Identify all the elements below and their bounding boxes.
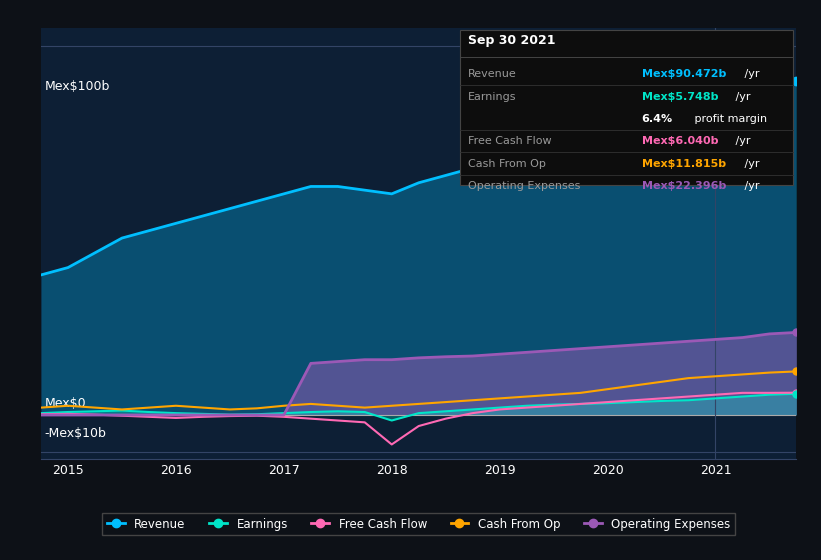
Text: /yr: /yr [741,69,759,79]
Text: Earnings: Earnings [468,92,516,101]
Text: profit margin: profit margin [690,114,767,124]
FancyBboxPatch shape [461,30,792,185]
Text: Mex$90.472b: Mex$90.472b [641,69,726,79]
Text: /yr: /yr [732,92,750,101]
Text: Mex$0: Mex$0 [45,396,86,410]
Text: Revenue: Revenue [468,69,516,79]
Text: Mex$6.040b: Mex$6.040b [641,137,718,146]
Text: Mex$100b: Mex$100b [45,80,110,93]
Text: 6.4%: 6.4% [641,114,672,124]
Text: Free Cash Flow: Free Cash Flow [468,137,552,146]
Text: Mex$22.396b: Mex$22.396b [641,181,726,192]
Legend: Revenue, Earnings, Free Cash Flow, Cash From Op, Operating Expenses: Revenue, Earnings, Free Cash Flow, Cash … [103,513,735,535]
Text: Sep 30 2021: Sep 30 2021 [468,35,555,48]
Text: /yr: /yr [741,159,759,169]
Text: /yr: /yr [732,137,750,146]
Text: Operating Expenses: Operating Expenses [468,181,580,192]
Text: -Mex$10b: -Mex$10b [45,427,107,440]
Text: Cash From Op: Cash From Op [468,159,546,169]
Text: /yr: /yr [741,181,759,192]
Text: Mex$11.815b: Mex$11.815b [641,159,726,169]
Text: Mex$5.748b: Mex$5.748b [641,92,718,101]
